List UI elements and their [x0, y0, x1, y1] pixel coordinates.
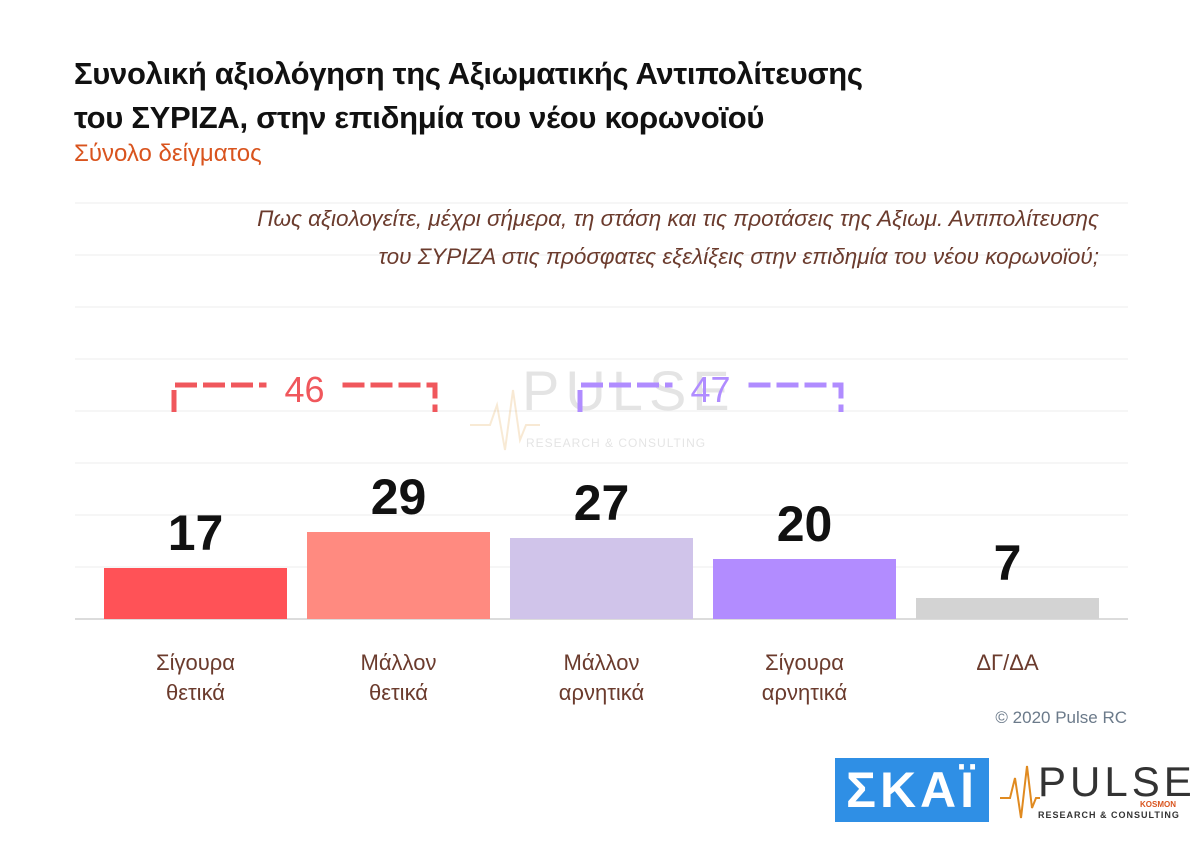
- pulse-wave-icon: [1000, 765, 1040, 819]
- category-label: αρνητικά: [559, 680, 645, 705]
- category-label: Σίγουρα: [765, 650, 844, 675]
- pulse-logo-tagline: RESEARCH & CONSULTING: [1038, 810, 1180, 820]
- question-line-1: Πως αξιολογείτε, μέχρι σήμερα, τη στάση …: [257, 206, 1099, 231]
- bar: [916, 598, 1099, 619]
- bar: [307, 532, 490, 619]
- bar: [713, 559, 896, 619]
- value-label: 29: [371, 469, 427, 525]
- group-total-label: 46: [284, 369, 324, 410]
- group-brackets: 46 47: [171, 369, 844, 412]
- value-label: 17: [168, 505, 224, 561]
- bar: [104, 568, 287, 619]
- category-label: θετικά: [166, 680, 225, 705]
- value-label: 20: [777, 496, 833, 552]
- category-label: αρνητικά: [762, 680, 848, 705]
- value-label: 7: [994, 535, 1022, 591]
- pulse-logo-kosmon: KOSMON: [1140, 800, 1176, 809]
- category-label: Σίγουρα: [156, 650, 235, 675]
- bar: [510, 538, 693, 619]
- group-bracket: [577, 382, 844, 412]
- survey-question: Πως αξιολογείτε, μέχρι σήμερα, τη στάση …: [99, 200, 1099, 276]
- value-labels: 17 29 27 20 7: [168, 469, 1022, 591]
- category-label: ΔΓ/ΔΑ: [976, 650, 1039, 675]
- group-bracket: [171, 382, 438, 412]
- pulse-logo: PULSE KOSMON RESEARCH & CONSULTING: [1000, 758, 1192, 826]
- skai-logo: ΣΚΑΪ: [835, 758, 989, 822]
- pulse-logo-word: PULSE: [1038, 758, 1196, 805]
- title-line-1: Συνολική αξιολόγηση της Αξιωματικής Αντι…: [74, 56, 863, 91]
- watermark-sub: RESEARCH & CONSULTING: [526, 436, 706, 450]
- group-total-label: 47: [690, 369, 730, 410]
- title-line-2: του ΣΥΡΙΖΑ, στην επιδημία του νέου κορων…: [74, 100, 765, 135]
- pulse-watermark: PULSE RESEARCH & CONSULTING: [470, 359, 736, 451]
- value-label: 27: [574, 475, 630, 531]
- category-label: θετικά: [369, 680, 428, 705]
- bars: [104, 532, 1099, 619]
- page-subtitle: Σύνολο δείγματος: [74, 140, 262, 167]
- category-label: Μάλλον: [564, 650, 640, 675]
- category-labels: Σίγουρα θετικά Μάλλον θετικά Μάλλον αρνητικά Σ…: [156, 650, 1039, 705]
- page-title: Συνολική αξιολόγηση της Αξιωματικής Αντι…: [74, 52, 1074, 140]
- copyright-note: © 2020 Pulse RC: [995, 708, 1127, 727]
- watermark-word: PULSE: [522, 359, 736, 422]
- category-label: Μάλλον: [361, 650, 437, 675]
- question-line-2: του ΣΥΡΙΖΑ στις πρόσφατες εξελίξεις στην…: [378, 244, 1099, 269]
